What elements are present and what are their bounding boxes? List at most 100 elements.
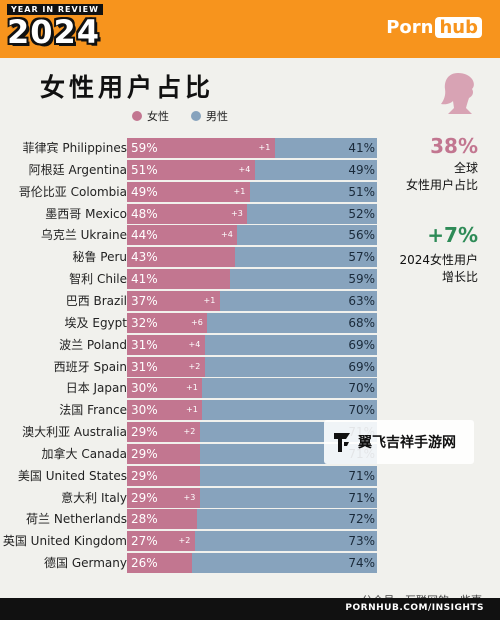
chart-row: 西班牙 Spain 31% 69% +2 — [0, 357, 380, 377]
row-divider — [127, 158, 377, 160]
legend-item-female: 女性 — [132, 108, 169, 124]
female-pct-label: 32% — [131, 316, 158, 330]
row-divider — [127, 355, 377, 357]
female-pct-label: 44% — [131, 228, 158, 242]
global-label-line-2: 女性用户占比 — [405, 178, 478, 192]
change-label: +2 — [178, 536, 191, 545]
male-pct-label: 69% — [348, 338, 375, 352]
category-label: 乌克兰 Ukraine — [40, 228, 127, 242]
male-pct-label: 52% — [348, 207, 375, 221]
chart-row: 智利 Chile 41% 59% — [0, 269, 380, 289]
male-bar — [219, 291, 377, 311]
male-pct-label: 56% — [348, 228, 375, 242]
female-pct-label: 27% — [131, 534, 158, 548]
chart-row: 德国 Germany 26% 74% — [0, 553, 380, 573]
male-bar — [194, 531, 377, 551]
category-label: 波兰 Poland — [59, 338, 127, 352]
category-label: 秘鲁 Peru — [72, 250, 127, 264]
chart-row: 哥伦比亚 Colombia 49% 51% +1 — [0, 182, 380, 202]
row-divider — [127, 398, 377, 400]
male-pct-label: 63% — [348, 294, 375, 308]
male-bar — [204, 335, 377, 355]
logo-text-a: Porn — [386, 17, 434, 38]
category-label: 澳大利亚 Australia — [22, 425, 127, 439]
female-bar — [127, 313, 207, 333]
male-bar — [197, 509, 377, 529]
female-pct-label: 29% — [131, 425, 158, 439]
row-divider — [127, 202, 377, 204]
legend-swatch-female — [132, 111, 142, 121]
chart-row: 菲律宾 Philippines 59% 41% +1 — [0, 138, 380, 158]
row-divider — [127, 529, 377, 531]
male-pct-label: 68% — [348, 316, 375, 330]
year-in-review-tag: YEAR IN REVIEW — [7, 4, 103, 15]
chart-row: 美国 United States 29% 71% — [0, 466, 380, 486]
legend-item-male: 男性 — [191, 108, 228, 124]
chart-row: 埃及 Egypt 32% 68% +6 — [0, 313, 380, 333]
row-divider — [127, 289, 377, 291]
growth-value: +7% — [427, 223, 478, 247]
watermark-logo-icon — [334, 433, 350, 452]
male-pct-label: 59% — [348, 272, 375, 286]
chart-row: 法国 France 30% 70% +1 — [0, 400, 380, 420]
female-bar — [127, 247, 235, 267]
change-label: +1 — [186, 383, 198, 392]
category-label: 日本 Japan — [65, 381, 127, 395]
male-pct-label: 49% — [348, 163, 375, 177]
chart-row: 巴西 Brazil 37% 63% +1 — [0, 291, 380, 311]
female-bar — [127, 160, 255, 180]
female-bar — [127, 422, 200, 442]
footer-bar: PORNHUB.COM/INSIGHTS — [0, 598, 500, 620]
female-pct-label: 31% — [131, 338, 158, 352]
male-pct-label: 73% — [348, 534, 375, 548]
female-bar — [127, 182, 250, 202]
chart-row: 意大利 Italy 29% 71% +3 — [0, 488, 380, 508]
change-label: +2 — [188, 362, 201, 371]
chart-row: 日本 Japan 30% 70% +1 — [0, 378, 380, 398]
chart-row: 波兰 Poland 31% 69% +4 — [0, 335, 380, 355]
female-bar — [127, 225, 237, 245]
male-bar — [247, 204, 377, 224]
brand-logo: Porn hub — [386, 17, 482, 38]
category-label: 意大利 Italy — [61, 491, 127, 505]
category-label: 英国 United Kingdom — [2, 534, 127, 548]
change-label: +4 — [188, 340, 201, 349]
female-pct-label: 29% — [131, 491, 158, 505]
category-label: 美国 United States — [17, 469, 127, 483]
male-bar — [229, 269, 377, 289]
category-label: 德国 Germany — [44, 556, 127, 570]
change-label: +4 — [238, 165, 251, 174]
male-bar — [204, 357, 377, 377]
female-bar — [127, 138, 275, 158]
male-bar — [274, 138, 377, 158]
chart-row: 荷兰 Netherlands 28% 72% — [0, 509, 380, 529]
male-pct-label: 41% — [348, 141, 375, 155]
woman-silhouette-icon — [441, 73, 474, 114]
logo-text-b: hub — [435, 17, 482, 38]
male-pct-label: 71% — [348, 491, 375, 505]
chart-row: 秘鲁 Peru 43% 57% — [0, 247, 380, 267]
growth-label-line-1: 2024女性用户 — [399, 253, 478, 267]
male-bar — [199, 466, 377, 486]
global-label-line-1: 全球 — [453, 161, 478, 175]
row-divider — [127, 486, 377, 488]
female-pct-label: 49% — [131, 185, 158, 199]
female-bar — [127, 531, 195, 551]
chart-row: 阿根廷 Argentina 51% 49% +4 — [0, 160, 380, 180]
row-divider — [127, 442, 377, 444]
male-bar — [234, 247, 377, 267]
row-divider — [127, 180, 377, 182]
male-pct-label: 51% — [348, 185, 375, 199]
row-divider — [127, 551, 377, 553]
row-divider — [127, 245, 377, 247]
row-divider — [127, 464, 377, 466]
female-bar — [127, 466, 200, 486]
watermark-text: 翼飞吉祥手游网 — [358, 435, 456, 451]
male-pct-label: 72% — [348, 512, 375, 526]
female-bar — [127, 488, 200, 508]
change-label: +4 — [221, 230, 233, 239]
legend-label-male: 男性 — [206, 110, 228, 123]
female-pct-label: 28% — [131, 512, 158, 526]
category-label: 阿根廷 Argentina — [28, 163, 127, 177]
chart-row: 乌克兰 Ukraine 44% 56% +4 — [0, 225, 380, 245]
